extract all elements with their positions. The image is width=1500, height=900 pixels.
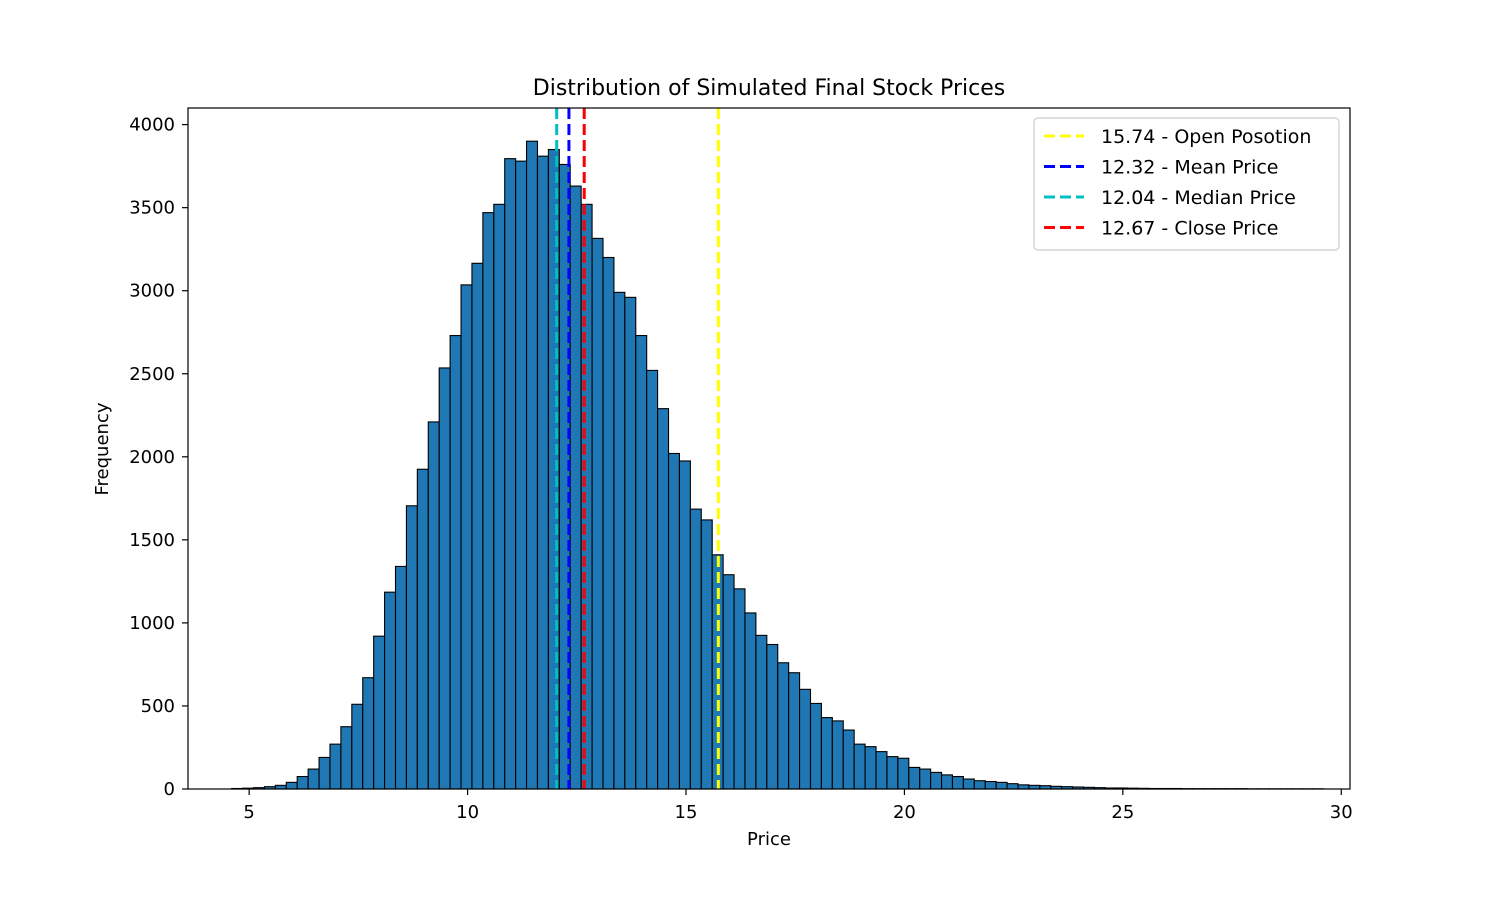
histogram-bar bbox=[853, 743, 866, 790]
histogram-bar bbox=[285, 781, 298, 790]
legend-label: 12.67 - Close Price bbox=[1101, 218, 1278, 240]
bars-group bbox=[231, 140, 1325, 790]
histogram-bar bbox=[307, 768, 320, 790]
x-tick-label: 25 bbox=[1111, 802, 1134, 823]
y-tick-label: 3000 bbox=[129, 281, 175, 302]
histogram-bar bbox=[995, 781, 1008, 790]
histogram-bar bbox=[493, 203, 506, 790]
histogram-bar bbox=[373, 635, 386, 790]
y-tick-label: 500 bbox=[141, 696, 175, 717]
histogram-bar bbox=[296, 775, 309, 790]
histogram-bar bbox=[394, 565, 407, 790]
histogram-bar bbox=[624, 296, 637, 790]
histogram-bar bbox=[984, 780, 997, 790]
histogram-bar bbox=[351, 703, 364, 790]
y-tick-label: 2500 bbox=[129, 364, 175, 385]
legend-label: 15.74 - Open Posotion bbox=[1101, 126, 1311, 148]
reference-lines-group bbox=[555, 108, 720, 789]
histogram-bar bbox=[657, 408, 670, 790]
histogram-bar bbox=[831, 720, 844, 790]
histogram-bar bbox=[842, 729, 855, 790]
histogram-bar bbox=[788, 672, 801, 790]
y-tick-label: 3500 bbox=[129, 198, 175, 219]
histogram-bar bbox=[689, 508, 702, 790]
histogram-bar bbox=[820, 717, 833, 790]
histogram-bar bbox=[1006, 783, 1019, 790]
histogram-bar bbox=[930, 771, 943, 790]
histogram-bar bbox=[1017, 784, 1030, 790]
histogram-bar bbox=[438, 367, 451, 790]
histogram-bar bbox=[427, 421, 440, 790]
histogram-bar bbox=[973, 780, 986, 790]
histogram-bar bbox=[766, 643, 779, 790]
histogram-bar bbox=[700, 519, 713, 790]
histogram-bar bbox=[536, 155, 549, 790]
histogram-bar bbox=[722, 574, 735, 790]
x-axis-ticks: 5 10 15 20 25 30 bbox=[243, 789, 1353, 823]
y-tick-label: 2000 bbox=[129, 447, 175, 468]
histogram-bar bbox=[919, 768, 932, 790]
legend-label: 12.32 - Mean Price bbox=[1101, 157, 1279, 179]
histogram-bar bbox=[613, 291, 626, 790]
histogram-bar bbox=[646, 369, 659, 790]
histogram-bar bbox=[744, 612, 757, 790]
histogram-bar bbox=[809, 702, 822, 790]
chart-title: Distribution of Simulated Final Stock Pr… bbox=[533, 76, 1005, 101]
histogram-bar bbox=[602, 256, 615, 790]
y-tick-label: 1500 bbox=[129, 530, 175, 551]
y-tick-label: 1000 bbox=[129, 613, 175, 634]
x-tick-label: 10 bbox=[456, 802, 479, 823]
histogram-bar bbox=[405, 505, 418, 790]
histogram-bar bbox=[362, 677, 375, 790]
histogram-bar bbox=[569, 185, 582, 790]
histogram-bar bbox=[471, 262, 484, 790]
histogram-bar bbox=[384, 591, 397, 790]
y-tick-label: 0 bbox=[164, 779, 175, 800]
histogram-bar bbox=[864, 746, 877, 790]
histogram-bar bbox=[755, 634, 768, 790]
histogram-bar bbox=[525, 140, 539, 790]
histogram-bar bbox=[667, 452, 681, 790]
histogram-bar bbox=[678, 460, 691, 790]
legend-label: 12.04 - Median Price bbox=[1101, 187, 1296, 209]
histogram-bar bbox=[799, 688, 812, 790]
plot-frame bbox=[187, 107, 1351, 790]
x-tick-label: 30 bbox=[1330, 802, 1353, 823]
histogram-bar bbox=[635, 334, 648, 790]
histogram-bar bbox=[940, 774, 954, 790]
x-tick-label: 20 bbox=[893, 802, 916, 823]
histogram-bar bbox=[733, 588, 746, 790]
histogram-bar bbox=[777, 662, 790, 790]
y-tick-label: 4000 bbox=[129, 115, 175, 136]
x-tick-label: 15 bbox=[675, 802, 698, 823]
legend: 15.74 - Open Posotion 12.32 - Mean Price 1… bbox=[1033, 117, 1340, 251]
histogram-bar bbox=[515, 160, 528, 790]
histogram-bar bbox=[886, 756, 899, 790]
y-axis-label: Frequency bbox=[92, 402, 113, 495]
x-tick-label: 5 bbox=[243, 802, 254, 823]
histogram-bar bbox=[460, 284, 473, 790]
histogram-bar bbox=[504, 158, 517, 790]
histogram-bar bbox=[482, 212, 495, 790]
histogram-bar bbox=[875, 751, 888, 790]
histogram-bar bbox=[340, 726, 353, 790]
histogram-bar bbox=[416, 468, 429, 790]
histogram-bar bbox=[329, 743, 342, 790]
histogram-bar bbox=[897, 757, 910, 790]
legend-box bbox=[1033, 117, 1340, 251]
histogram-bar bbox=[951, 775, 964, 790]
x-axis-label: Price bbox=[747, 829, 791, 850]
histogram-bar bbox=[908, 766, 921, 790]
histogram-bar bbox=[318, 756, 331, 790]
histogram-bar bbox=[591, 237, 604, 790]
y-axis-ticks: 0 500 1000 1500 2000 2500 3000 3500 4000 bbox=[129, 115, 188, 800]
histogram-bar bbox=[449, 334, 462, 790]
histogram-bar bbox=[962, 778, 975, 790]
